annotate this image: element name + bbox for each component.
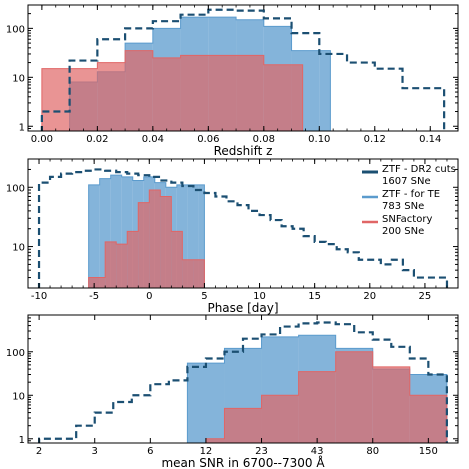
x-tick-label: 6 (147, 446, 153, 457)
legend-label: ZTF - for TE (382, 189, 440, 200)
snfactory-bar-3 (127, 231, 139, 288)
x-tick-label: 3 (92, 446, 98, 457)
axes-frame (27, 4, 459, 132)
phase-histogram-panel: 10 100 -10 -5 0 5 10 15 20 25 Phase [day] ZTF - DR2… (6, 158, 459, 315)
snfactory-bar-1 (105, 241, 117, 288)
x-tick-label: 10 (253, 291, 266, 302)
legend-count: 1607 SNe (382, 176, 431, 187)
x-axis: -10 -5 0 5 10 15 20 25 (31, 159, 448, 302)
x-tick-label: 80 (366, 446, 379, 457)
snfactory-bar-7 (236, 55, 264, 131)
legend-label: SNFactory (382, 214, 432, 225)
plot-area (38, 321, 448, 443)
x-tick-label: 0.04 (142, 134, 164, 145)
snfactory-bar-9 (193, 259, 205, 288)
plot-area (37, 168, 449, 288)
snfactory-bar-6 (409, 395, 447, 443)
snfactory-bar-1 (224, 408, 262, 443)
snfactory-bar-4 (335, 351, 373, 443)
x-tick-label: 25 (419, 291, 432, 302)
legend-count: 783 SNe (382, 201, 424, 212)
x-tick-label: 0.14 (419, 134, 441, 145)
x-tick-label: 23 (255, 446, 268, 457)
x-tick-label: 0.06 (197, 134, 219, 145)
snfactory-outline (205, 351, 448, 443)
y-axis: 1 10 100 (6, 4, 458, 133)
snfactory-bar-5 (149, 189, 161, 288)
axes-frame (27, 314, 459, 444)
legend-count: 200 SNe (382, 226, 424, 237)
y-tick-label: 100 (6, 183, 25, 194)
x-tick-label: 0.12 (364, 134, 386, 145)
snfactory-bar-1 (69, 68, 98, 131)
x-tick-label: 5 (201, 291, 207, 302)
ztf-te-bar-9 (187, 184, 199, 288)
snfactory-bar-4 (152, 57, 181, 131)
x-tick-label: 43 (311, 446, 324, 457)
y-tick-label: 100 (6, 348, 25, 359)
y-tick-label: 10 (12, 243, 25, 254)
y-tick-label: 10 (12, 73, 25, 84)
x-tick-label: 2 (36, 446, 42, 457)
snfactory-bar-4 (138, 202, 150, 288)
snfactory-bar-0 (205, 438, 225, 443)
x-tick-label: 0 (146, 291, 152, 302)
y-tick-label: 100 (6, 24, 25, 35)
snfactory-bar-2 (97, 62, 126, 131)
x-axis-label: Phase [day] (207, 301, 278, 315)
snfactory-bar-2 (261, 395, 299, 443)
ztf-dr2-step-line (40, 8, 446, 131)
ztf-te-bar-2 (110, 175, 122, 288)
x-axis: 0.00 0.02 0.04 0.06 0.08 0.10 0.12 0.14 (31, 5, 441, 145)
snfactory-bar-8 (263, 64, 292, 131)
snfactory-bar-6 (208, 55, 237, 131)
x-tick-label: 12 (200, 446, 213, 457)
y-axis: 10 100 (6, 158, 458, 289)
x-tick-label: 150 (419, 446, 438, 457)
x-axis-label: mean SNR in 6700--7300 Å (161, 455, 325, 469)
y-tick-label: 1 (19, 435, 25, 446)
y-tick-label: 10 (12, 391, 25, 402)
snfactory-bar-8 (182, 259, 194, 288)
snfactory-outline (88, 189, 205, 288)
snfactory-bar-0 (41, 68, 70, 131)
ztf-te-bar-0 (187, 363, 225, 443)
x-tick-label: 0.10 (308, 134, 330, 145)
x-axis-label: Redshift z (214, 144, 273, 158)
snfactory-bar-3 (298, 371, 336, 443)
y-axis: 1 10 100 (6, 314, 458, 446)
plot-area (40, 8, 446, 131)
ztf-te-bar-10 (198, 184, 205, 288)
snfactory-bar-5 (372, 366, 410, 443)
x-axis: 2 3 6 12 23 43 80 150 (36, 315, 438, 457)
legend-label: ZTF - DR2 cuts (382, 164, 456, 175)
snfactory-bar-6 (160, 196, 172, 288)
snfactory-bar-9 (291, 64, 303, 131)
x-tick-label: -10 (31, 291, 47, 302)
snfactory-bar-5 (180, 55, 209, 131)
snfactory-bar-7 (171, 231, 183, 288)
x-tick-label: -5 (89, 291, 99, 302)
snfactory-bar-0 (88, 277, 106, 288)
snfactory-outline (41, 50, 304, 131)
ztf-te-bar-9 (319, 50, 331, 131)
redshift-histogram-panel: 1 10 100 0.00 0.02 0.04 0.06 0.08 0.10 0.12 0.14 Re… (6, 4, 459, 158)
x-tick-label: 0.00 (31, 134, 53, 145)
snfactory-bar-2 (116, 244, 128, 288)
x-tick-label: 15 (308, 291, 321, 302)
axes-frame (27, 158, 459, 289)
x-tick-label: 20 (363, 291, 376, 302)
ztf-dr2-step-line (38, 321, 448, 443)
y-tick-label: 1 (19, 122, 25, 133)
ztf-te-bar-0 (88, 184, 100, 288)
x-tick-label: 0.08 (253, 134, 275, 145)
ztf-te-bar-1 (99, 178, 111, 288)
x-tick-label: 0.02 (86, 134, 108, 145)
snfactory-bar-3 (125, 50, 153, 131)
ztf-dr2-step-line (37, 168, 449, 288)
